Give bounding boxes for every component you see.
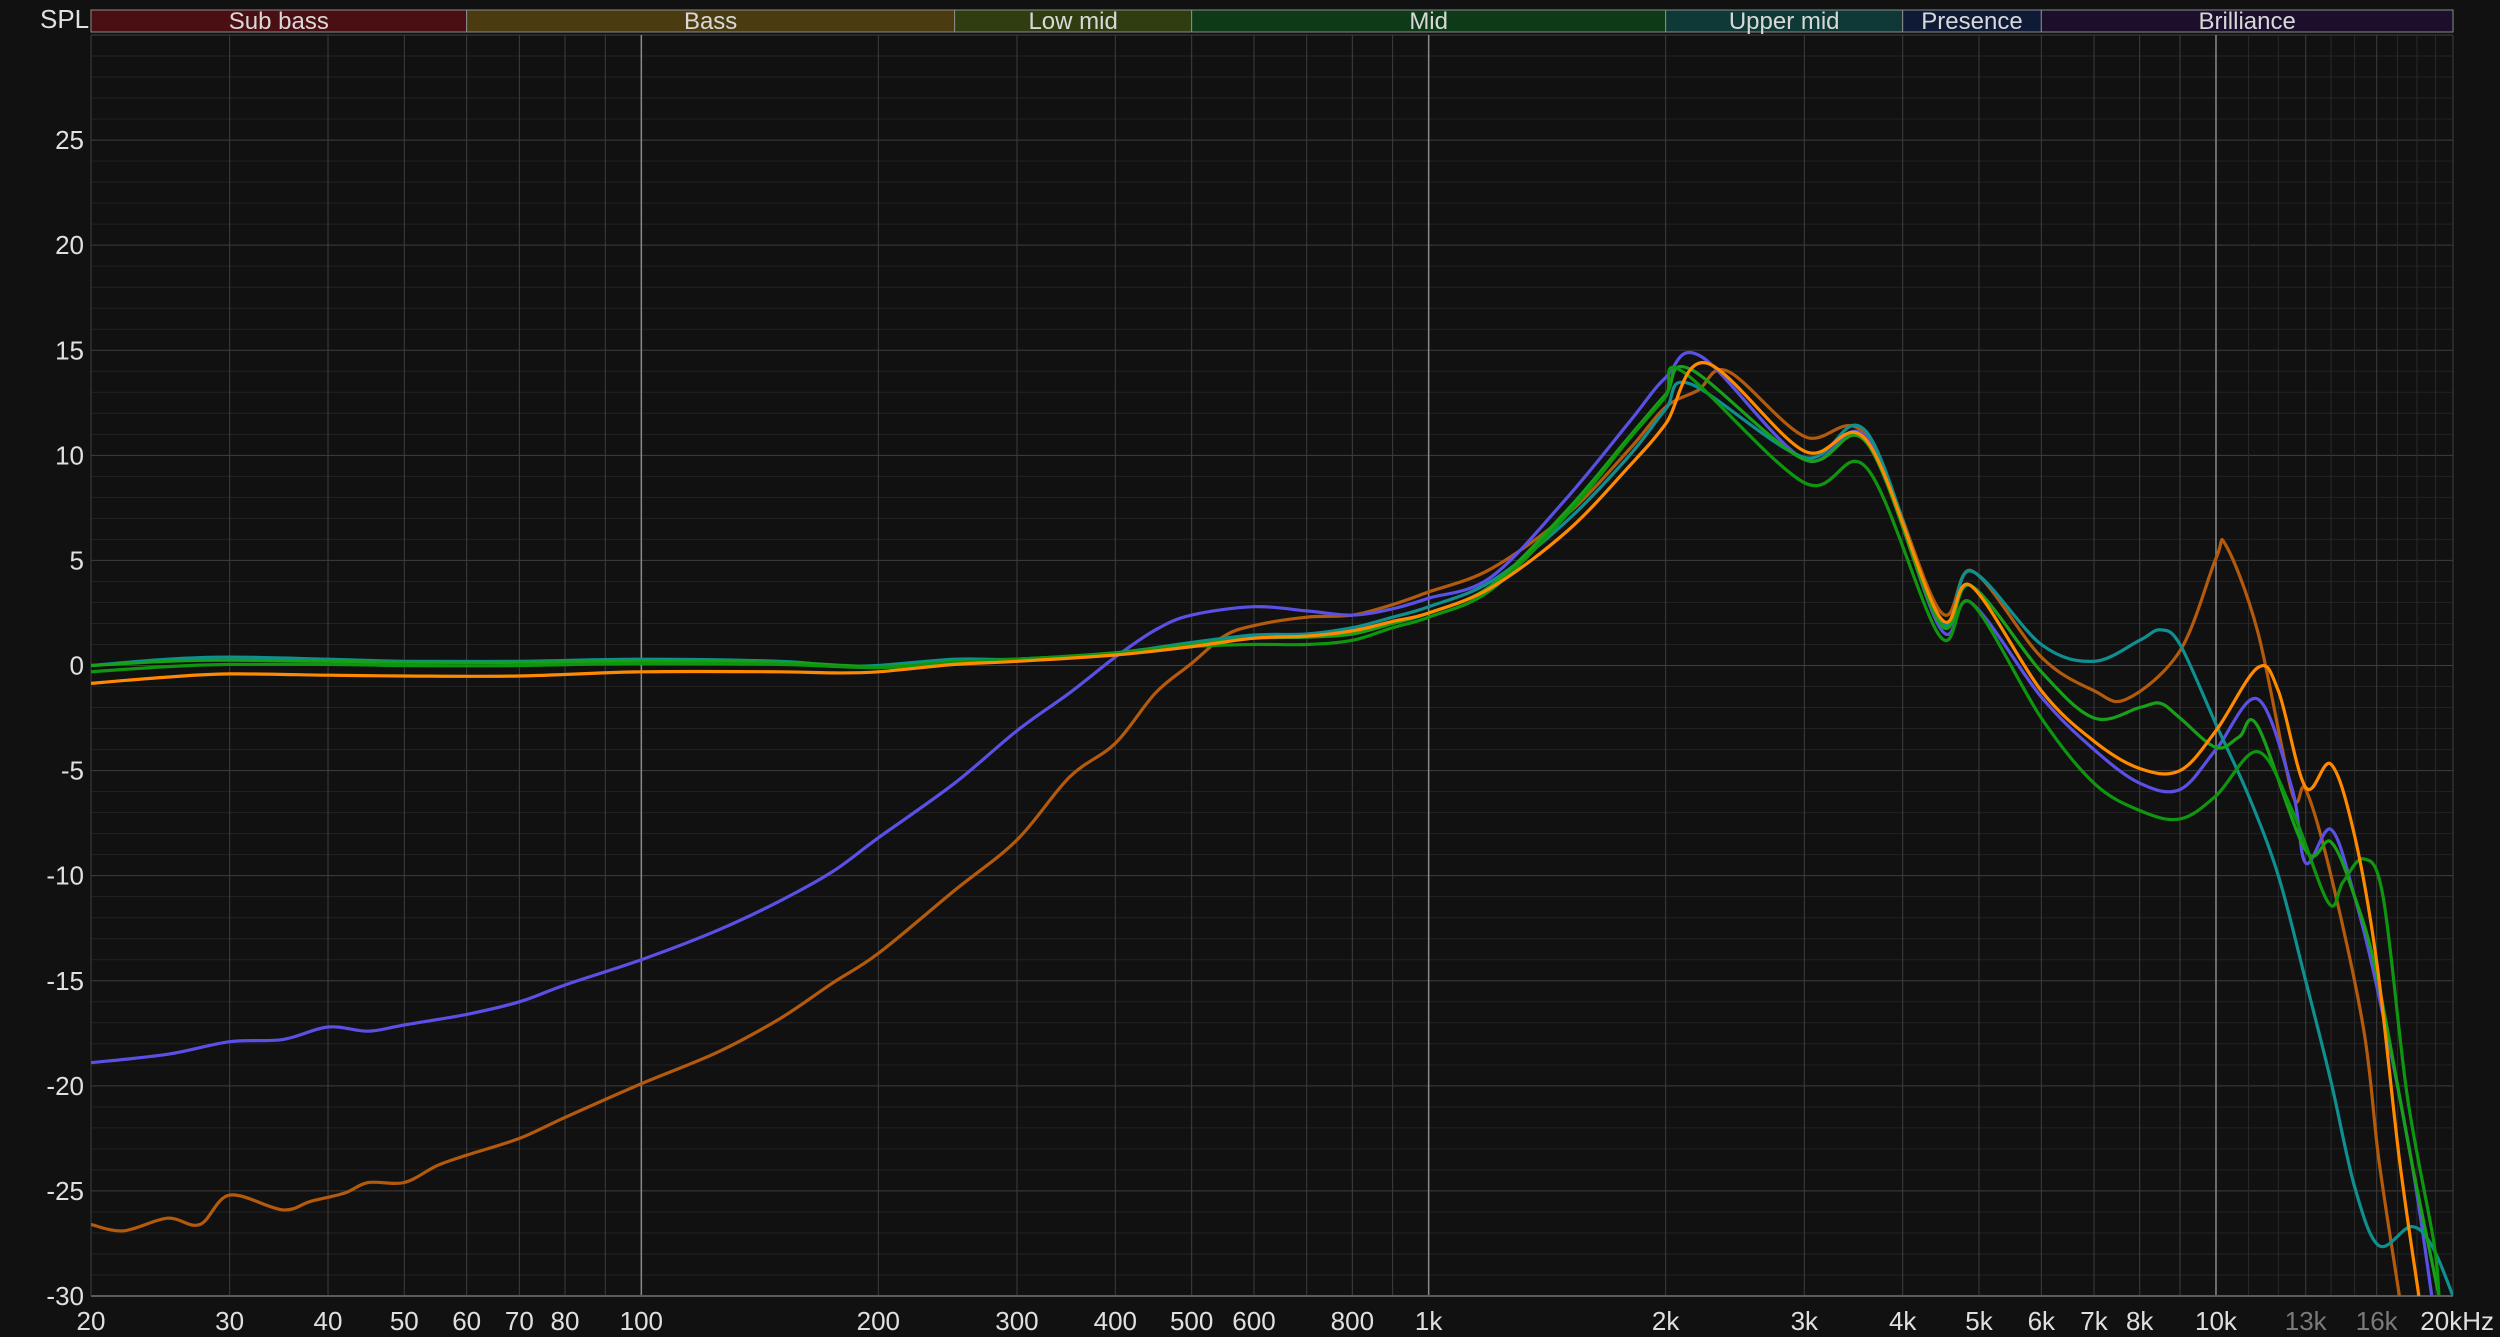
band-label: Mid [1409, 8, 1448, 35]
x-tick-label: 20 [77, 1306, 106, 1336]
series-line-5 [91, 365, 2441, 1296]
x-tick-label: 100 [620, 1306, 663, 1336]
band-brilliance [2040, 9, 2454, 33]
band-label: Upper mid [1729, 8, 1840, 35]
y-tick-label: 25 [55, 125, 84, 155]
band-label: Bass [684, 8, 737, 35]
x-tick-label: 50 [390, 1306, 419, 1336]
y-tick-labels: 25 20 15 10 5 0 -5 -10 -15 -20 -25 -30 [46, 125, 84, 1311]
y-axis-label: SPL [40, 4, 89, 34]
x-tick-label: 20kHz [2420, 1306, 2494, 1336]
frequency-bands: Sub bass Bass Low mid Mid Upper mid Presence B… [90, 8, 2454, 35]
series-line-6 [91, 361, 2421, 1296]
x-tick-label: 7k [2080, 1306, 2108, 1336]
x-tick-label: 70 [505, 1306, 534, 1336]
band-label: Brilliance [2198, 8, 2295, 35]
x-tick-label: 6k [2028, 1306, 2056, 1336]
x-tick-label: 10k [2195, 1306, 2238, 1336]
band-label: Low mid [1028, 8, 1117, 35]
x-tick-label: 2k [1652, 1306, 1680, 1336]
x-tick-label: 60 [452, 1306, 481, 1336]
x-tick-label: 400 [1094, 1306, 1137, 1336]
x-tick-label: 600 [1232, 1306, 1275, 1336]
y-tick-label: 15 [55, 335, 84, 365]
series-line-1 [91, 368, 2401, 1296]
x-tick-label: 200 [857, 1306, 900, 1336]
x-tick-label: 8k [2126, 1306, 2154, 1336]
y-tick-label: 0 [70, 651, 84, 681]
y-tick-label: -10 [46, 861, 84, 891]
series-line-4 [91, 365, 2441, 1296]
y-tick-label: 5 [70, 545, 84, 575]
y-tick-label: -5 [61, 756, 84, 786]
x-tick-label: 300 [995, 1306, 1038, 1336]
band-label: Sub bass [229, 8, 329, 35]
series-line-2 [91, 350, 2434, 1296]
x-tick-label: 40 [314, 1306, 343, 1336]
x-tick-labels: 20 30 40 50 60 70 80 100 200 300 400 500 600 800 1k 2k 3… [77, 1306, 2494, 1336]
x-tick-label: 1k [1415, 1306, 1443, 1336]
y-tick-label: -20 [46, 1071, 84, 1101]
y-tick-label: -15 [46, 966, 84, 996]
x-tick-label: 800 [1331, 1306, 1374, 1336]
x-tick-label: 4k [1889, 1306, 1917, 1336]
x-tick-label: 80 [551, 1306, 580, 1336]
x-tick-label: 5k [1965, 1306, 1993, 1336]
x-tick-label: 3k [1791, 1306, 1819, 1336]
series-lines [91, 350, 2453, 1296]
y-tick-label: 20 [55, 230, 84, 260]
y-tick-label: 10 [55, 440, 84, 470]
x-tick-label: 30 [215, 1306, 244, 1336]
x-tick-label: 500 [1170, 1306, 1213, 1336]
band-label: Presence [1921, 8, 2022, 35]
x-tick-label: 13k [2285, 1306, 2328, 1336]
x-tick-label: 16k [2356, 1306, 2399, 1336]
y-tick-label: -25 [46, 1176, 84, 1206]
y-tick-label: -30 [46, 1281, 84, 1311]
